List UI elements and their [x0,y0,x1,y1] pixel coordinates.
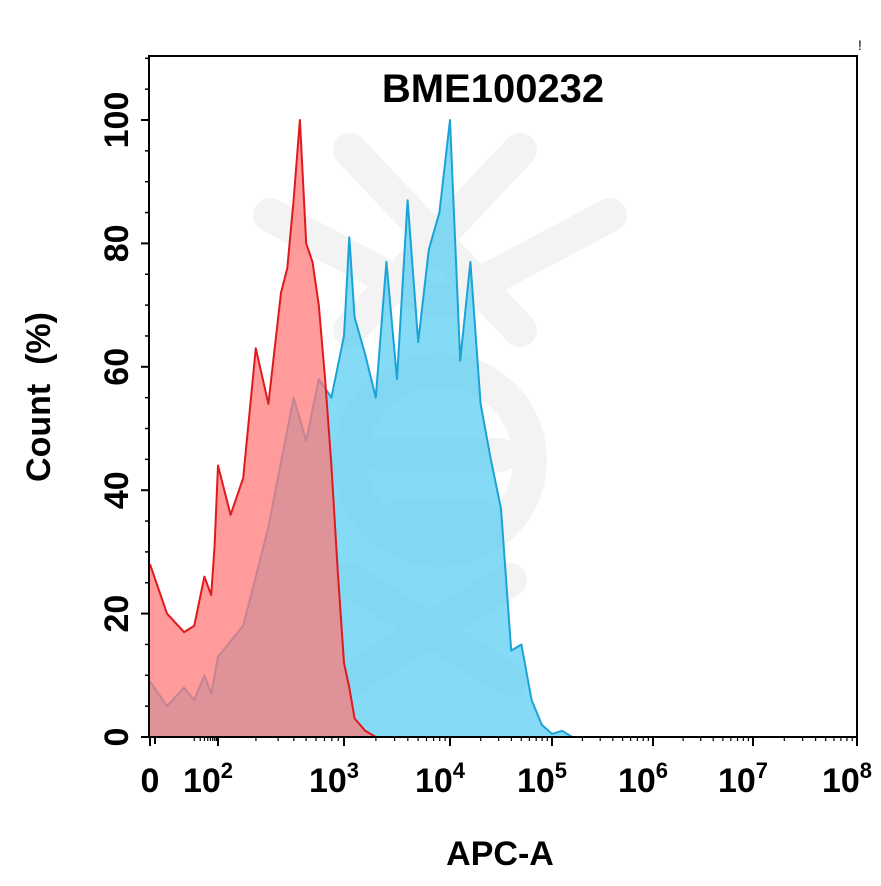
corner-mark: ! [858,37,862,53]
plot-frame [148,55,858,738]
y-tick-label: 0 [98,728,136,747]
x-tick-label: 106 [618,758,668,800]
y-axis-tick-labels: 0 20 40 60 80 100 [98,92,136,747]
x-axis-ticks [149,737,858,746]
x-tick-label: 103 [309,758,359,800]
y-axis-ticks [141,57,149,738]
y-tick-label: 80 [98,224,136,262]
y-tick-label: 40 [98,471,136,509]
y-axis-label: Count (%) [20,312,58,482]
x-tick-label: 104 [415,758,466,800]
x-axis-tick-labels: 0 102 103 104 105 106 107 108 [141,758,873,800]
x-tick-label: 108 [822,758,872,800]
y-tick-label: 20 [98,595,136,633]
x-axis-label: APC-A [446,835,554,873]
y-tick-label: 60 [98,348,136,386]
y-tick-label: 100 [98,92,136,149]
x-tick-label: 102 [183,758,233,800]
chart-title: BME100232 [382,67,604,111]
x-tick-label: 0 [141,762,160,800]
x-tick-label: 105 [517,758,567,800]
histogram-series [149,119,603,738]
x-tick-label: 107 [718,758,768,800]
control-histogram-line [149,119,377,738]
